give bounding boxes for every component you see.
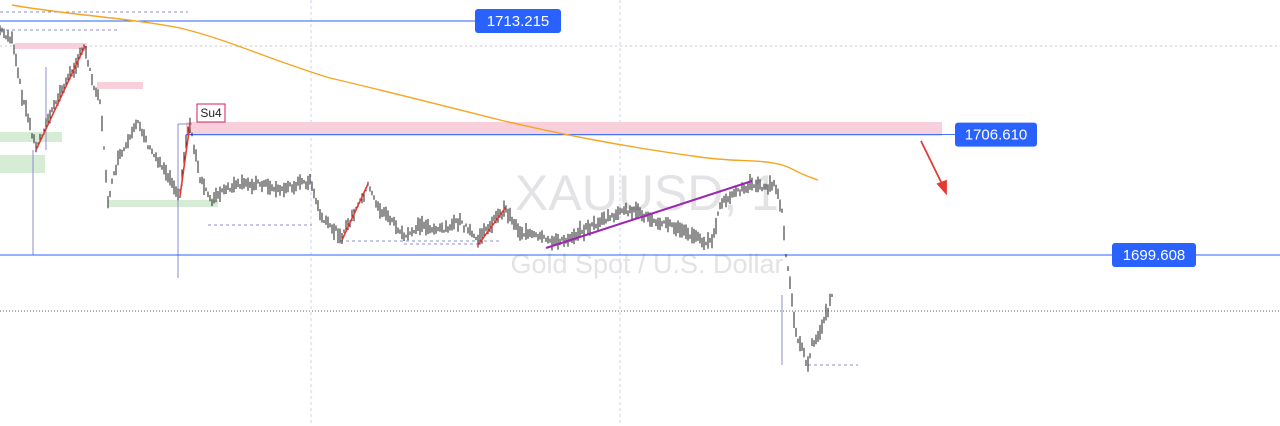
impulse-line[interactable]	[341, 183, 369, 241]
price-tag-label: 1699.608	[1123, 247, 1186, 264]
note-label[interactable]: Su4	[196, 103, 226, 123]
trend-line[interactable]	[545, 180, 753, 249]
impulse-line[interactable]	[179, 123, 191, 197]
supply-zone[interactable]	[15, 43, 87, 49]
demand-zone[interactable]	[0, 132, 62, 142]
dashed-levels	[0, 11, 858, 366]
zones	[0, 43, 942, 207]
price-tag-background	[1112, 243, 1196, 267]
watermark-description: Gold Spot / U.S. Dollar	[510, 249, 783, 279]
impulse-lines	[35, 45, 507, 246]
price-tag-background	[475, 9, 561, 33]
price-tag-label: 1713.215	[487, 13, 550, 30]
price-tag[interactable]: 1699.608	[1112, 243, 1196, 267]
price-tag-label: 1706.610	[965, 127, 1028, 144]
price-tag[interactable]: 1713.215	[475, 9, 561, 33]
impulse-line[interactable]	[477, 206, 507, 246]
symbol-watermark: XAUUSD, 1 Gold Spot / U.S. Dollar	[510, 165, 783, 279]
down-arrow-icon[interactable]	[920, 140, 947, 196]
supply-zone[interactable]	[186, 122, 942, 136]
note-label-text: Su4	[200, 106, 222, 120]
demand-zone[interactable]	[0, 155, 45, 173]
demand-zone[interactable]	[108, 200, 218, 207]
moving-average-line[interactable]	[11, 4, 819, 181]
price-bars	[0, 25, 833, 372]
watermark-symbol: XAUUSD, 1	[515, 165, 779, 221]
price-tags: 1713.215 1706.610 1699.608	[475, 9, 1196, 267]
impulse-line[interactable]	[35, 45, 86, 151]
supply-zone[interactable]	[97, 82, 143, 89]
price-tag[interactable]: 1706.610	[955, 122, 1037, 147]
price-tag-background	[955, 122, 1037, 147]
